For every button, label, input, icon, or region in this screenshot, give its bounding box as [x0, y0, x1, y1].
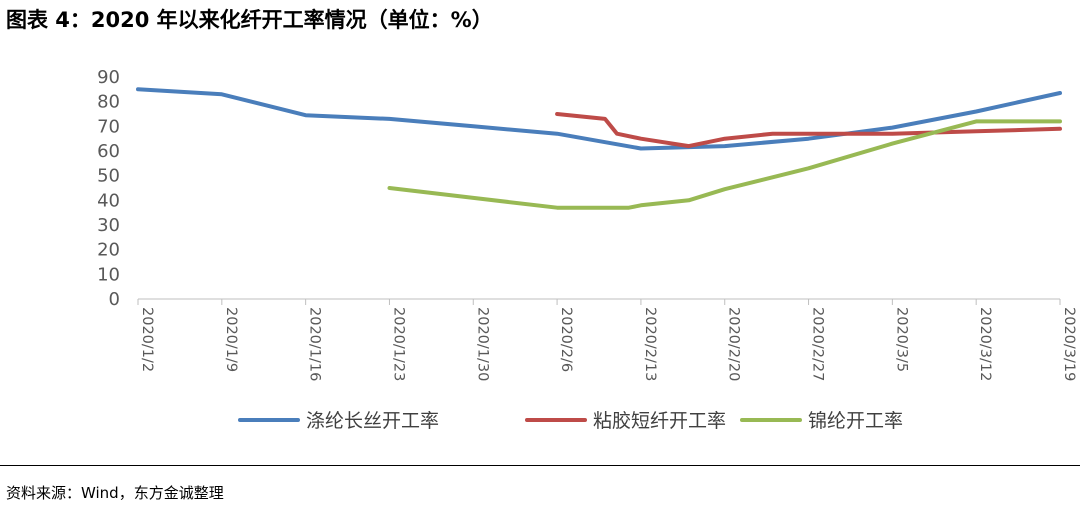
y-tick-label: 10	[97, 264, 120, 285]
source-note: 资料来源：Wind，东方金诚整理	[6, 484, 224, 502]
x-tick-label: 2020/2/6	[558, 307, 574, 372]
legend-label-3: 锦纶开工率	[808, 410, 903, 432]
series-line-2	[555, 112, 1062, 149]
series-lines	[136, 87, 1062, 210]
y-tick-label: 40	[97, 190, 120, 211]
y-tick-label: 30	[97, 215, 120, 236]
axes: 0 10 20 30 40 50 60 70 80 90 2020/1/2 2020/1/9 2020/…	[97, 67, 1077, 381]
x-tick-label: 2020/3/19	[1061, 307, 1077, 381]
legend-label-1: 涤纶长丝开工率	[306, 410, 439, 432]
divider-line	[0, 465, 1080, 466]
x-tick-label: 2020/2/27	[810, 307, 826, 381]
y-tick-label: 90	[97, 67, 120, 88]
x-tick-label: 2020/1/16	[307, 307, 323, 381]
x-tick-label: 2020/2/20	[726, 307, 742, 381]
series-line-3	[387, 119, 1062, 210]
y-tick-label: 20	[97, 240, 120, 261]
legend-label-2: 粘胶短纤开工率	[593, 410, 726, 432]
x-tick-label: 2020/1/30	[474, 307, 490, 381]
chart-title: 图表 4：2020 年以来化纤开工率情况（单位：%）	[6, 8, 493, 32]
y-tick-label: 80	[97, 92, 120, 113]
x-tick-label: 2020/1/2	[139, 307, 155, 372]
legend: 涤纶长丝开工率 粘胶短纤开工率 锦纶开工率	[238, 410, 903, 432]
x-tick-label: 2020/2/13	[642, 307, 658, 381]
x-tick-label: 2020/3/12	[977, 307, 993, 381]
y-tick-label: 70	[97, 116, 120, 137]
x-tick-label: 2020/1/23	[390, 307, 406, 381]
y-tick-label: 50	[97, 166, 120, 187]
x-tick-label: 2020/1/9	[223, 307, 239, 372]
x-tick-label: 2020/3/5	[893, 307, 909, 372]
y-tick-label: 0	[109, 289, 120, 310]
series-line-1	[136, 87, 1062, 151]
y-tick-label: 60	[97, 141, 120, 162]
